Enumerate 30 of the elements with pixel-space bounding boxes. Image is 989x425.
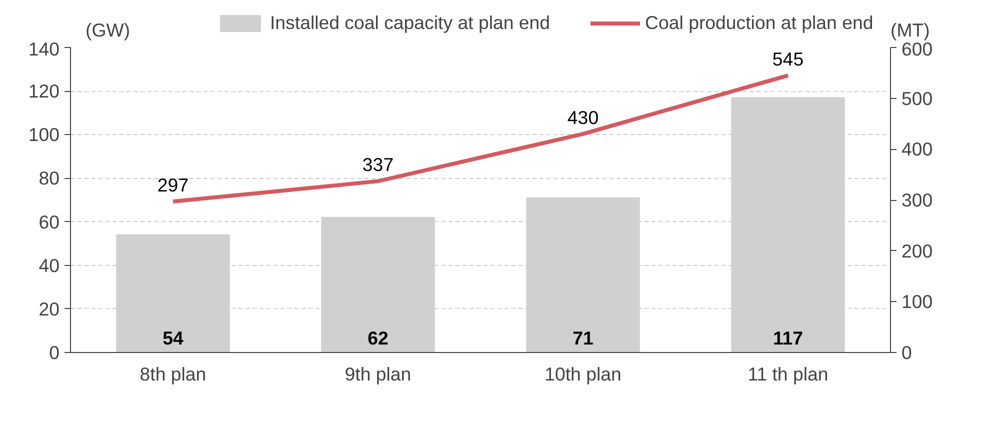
data-label: 545: [772, 48, 804, 70]
y-tick-label: 140: [28, 38, 60, 60]
y2-axis-title: (MT): [890, 20, 930, 40]
y-tick-label: 0: [49, 342, 60, 363]
legend-label: Coal production at plan end: [645, 12, 874, 34]
data-label: 62: [368, 328, 388, 348]
data-label: 71: [572, 328, 594, 348]
y-tick-label: 60: [38, 211, 60, 232]
data-label: 117: [772, 328, 804, 348]
data-label: 297: [157, 174, 189, 196]
y2-tick-label: 0: [902, 342, 912, 363]
y-tick-label: 80: [38, 168, 60, 189]
y-axis-title: (GW): [86, 20, 130, 40]
x-tick-label: 9th plan: [344, 364, 412, 384]
y2-tick-label: 300: [902, 190, 933, 210]
y2-tick-label: 200: [902, 240, 933, 262]
legend-label: Installed coal capacity at plan end: [270, 12, 550, 34]
data-label: 430: [567, 106, 599, 128]
y2-tick-label: 400: [902, 138, 933, 160]
x-tick-label: 11 th plan: [748, 364, 828, 384]
x-tick-label: 8th plan: [140, 364, 206, 384]
y2-tick-label: 500: [902, 88, 933, 109]
y-tick-label: 100: [28, 124, 60, 146]
y-tick-label: 20: [38, 298, 60, 320]
y2-tick-label: 100: [902, 291, 933, 312]
data-label: 337: [362, 154, 394, 176]
x-tick-label: 10th plan: [544, 364, 622, 384]
y-tick-label: 40: [38, 254, 60, 276]
data-label: 54: [162, 328, 184, 348]
y-tick-label: 120: [28, 80, 60, 102]
